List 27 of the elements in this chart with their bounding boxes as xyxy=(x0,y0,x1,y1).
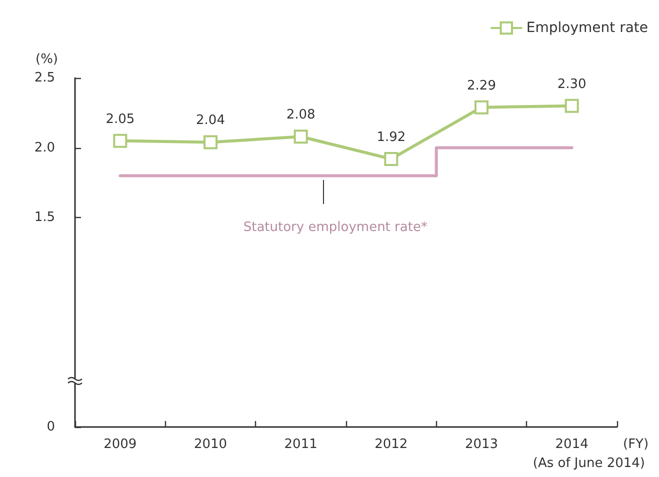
x-tick-label: 2013 xyxy=(464,437,498,452)
legend-label: Employment rate xyxy=(526,20,648,36)
data-label: 2.29 xyxy=(467,78,496,94)
y-tick-label: 1.5 xyxy=(34,210,55,226)
x-tick-label: 2009 xyxy=(104,437,137,452)
x-tick-label: 2011 xyxy=(284,437,318,452)
data-label: 1.92 xyxy=(376,130,406,145)
x-tick-label: 2012 xyxy=(374,437,408,452)
point xyxy=(294,130,308,144)
x-tick-label: 2014 xyxy=(555,437,588,452)
point xyxy=(113,134,128,148)
point xyxy=(564,98,579,113)
x-axis-title: (FY) xyxy=(623,437,649,452)
y-tick-label: 2.0 xyxy=(34,140,55,156)
x-tick-label: 2010 xyxy=(194,437,228,452)
y-tick-label: 0 xyxy=(46,420,55,434)
data-label: 2.05 xyxy=(106,112,135,127)
data-label: 2.04 xyxy=(196,113,225,128)
point xyxy=(474,100,488,114)
y-axis-title: (%) xyxy=(36,52,58,67)
point xyxy=(204,135,218,150)
data-label: 2.08 xyxy=(286,108,316,123)
text: (As of June 2014) xyxy=(532,456,646,471)
data-label: 2.30 xyxy=(557,76,586,92)
y-tick-label: 2.5 xyxy=(34,70,55,86)
text: Statutory employment rate* xyxy=(243,220,428,235)
point xyxy=(384,152,398,166)
